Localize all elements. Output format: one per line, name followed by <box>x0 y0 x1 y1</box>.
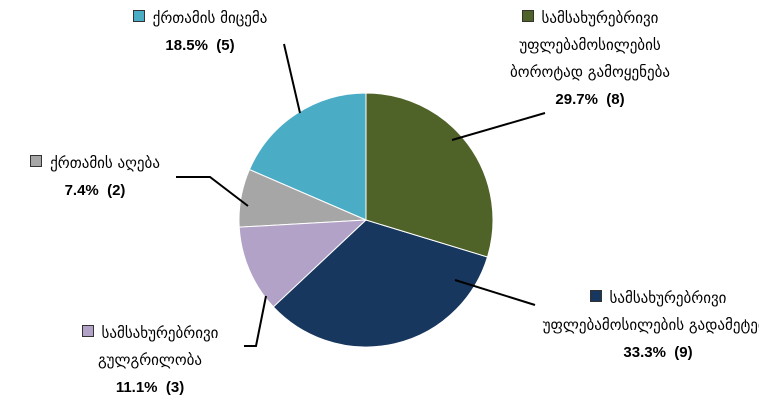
data-label: ქრთამის აღება 7.4% (2) <box>5 150 185 204</box>
value-label: 18.5% (5) <box>165 37 235 54</box>
category-label: სამსახურებრივი უფლებამოსილების გადამეტებ… <box>542 289 759 334</box>
leader-line <box>176 176 249 207</box>
value-label: 7.4% (2) <box>64 182 126 199</box>
data-label: სამსახურებრივი გულგრილობა 11.1% (3) <box>40 320 260 401</box>
value-label: 11.1% (3) <box>115 379 185 396</box>
legend-swatch <box>521 10 534 22</box>
data-label: სამსახურებრივი უფლებამოსილების ბოროტად გ… <box>490 5 690 113</box>
category-label: ქრთამის აღება <box>50 154 160 172</box>
category-label: ქრთამის მიცემა <box>152 9 268 27</box>
leader-lines <box>176 43 546 347</box>
legend-swatch <box>81 325 94 337</box>
data-label: ქრთამის მიცემა 18.5% (5) <box>105 5 295 59</box>
pie-slice <box>248 92 367 221</box>
pie-slice <box>238 219 368 308</box>
leader-line <box>451 112 546 141</box>
data-label: სამსახურებრივი უფლებამოსილების გადამეტებ… <box>538 285 759 366</box>
leader-line <box>454 279 536 306</box>
pie-slice <box>365 92 494 258</box>
category-label: სამსახურებრივი უფლებამოსილების ბოროტად გ… <box>510 9 670 81</box>
value-label: 33.3% (9) <box>623 344 693 361</box>
category-label: სამსახურებრივი გულგრილობა <box>97 324 219 369</box>
value-label: 29.7% (8) <box>555 91 625 108</box>
legend-swatch <box>132 10 145 22</box>
legend-swatch <box>589 290 602 302</box>
leader-line <box>283 43 301 114</box>
legend-swatch <box>30 155 43 167</box>
leader-line <box>244 295 267 347</box>
